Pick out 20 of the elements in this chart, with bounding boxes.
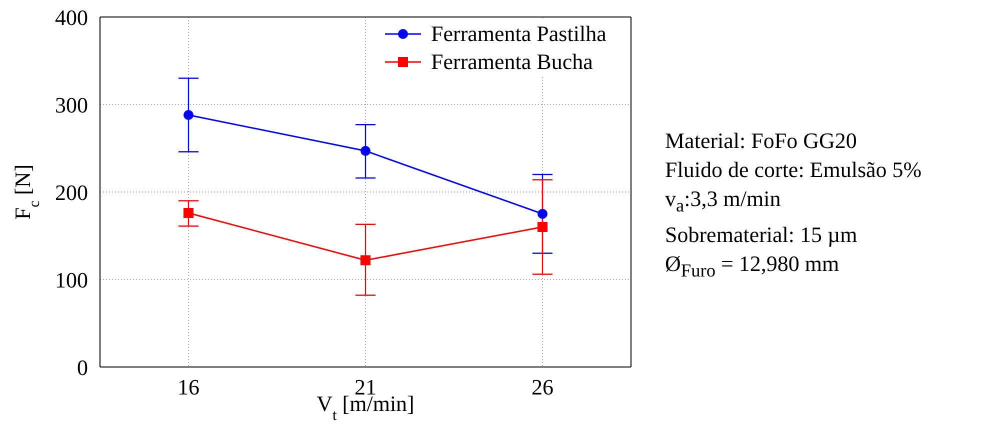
y-tick-label: 300 [55, 92, 88, 118]
point [360, 255, 370, 266]
point [184, 110, 194, 120]
text: Material: FoFo GG20 [665, 127, 858, 155]
text: Sobrematerial: 15 µm [665, 221, 858, 250]
legend-label: Ferramenta Pastilha [431, 20, 606, 48]
point [360, 146, 370, 156]
text: v$_{a}$:3,3 m/min [665, 185, 782, 218]
y-tick-label: 100 [55, 267, 88, 292]
y-tick-label: 0 [77, 354, 88, 380]
text: Ø$_{Furo}$ = 12,980 mm [665, 250, 840, 283]
y-tick-label: 400 [55, 4, 88, 30]
y-tick-label: 200 [55, 180, 88, 205]
legend-label: Ferramenta Bucha [431, 48, 593, 76]
text: Fluido de corte: Emulsão 5% [665, 156, 922, 184]
x-tick-label: 16 [178, 374, 200, 400]
point [184, 208, 194, 218]
x-tick-label: 26 [532, 374, 554, 400]
point [538, 208, 548, 219]
point [538, 222, 548, 232]
